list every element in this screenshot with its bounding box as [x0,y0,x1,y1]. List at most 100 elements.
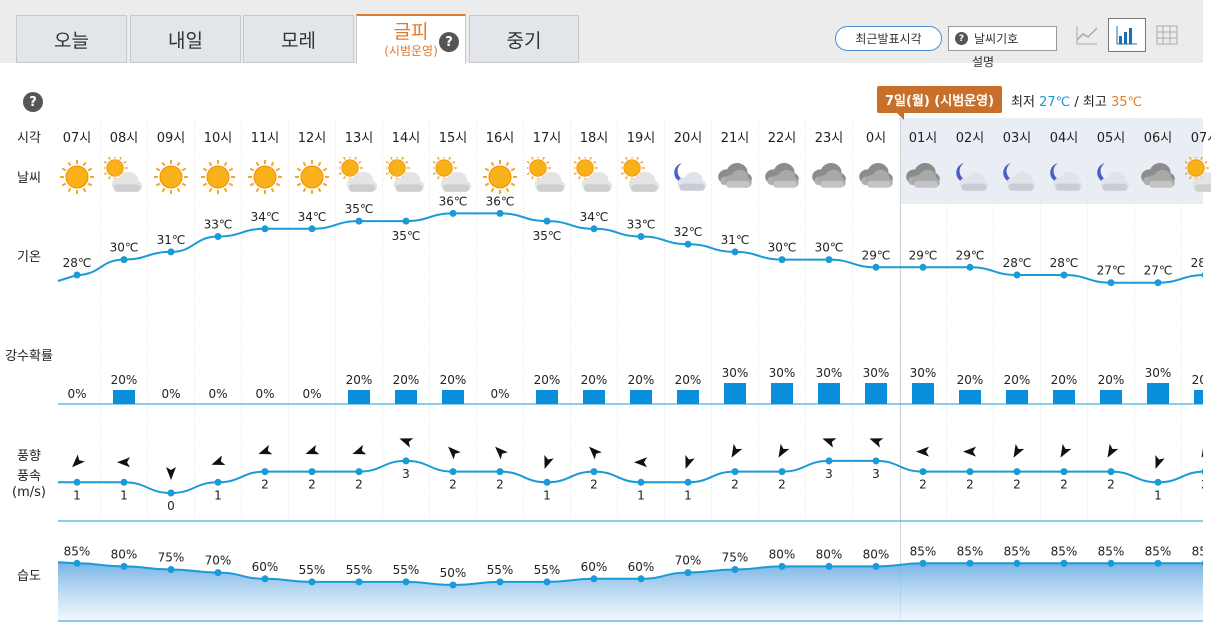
temperature-point [355,217,363,225]
hour-label: 13시 [344,131,374,146]
wind-speed-label: 1 [684,488,692,502]
hour-label: 05시 [1096,131,1126,146]
pop-label: 30% [1145,366,1172,380]
wind-direction-arrow [778,443,790,458]
humidity-point [308,578,316,586]
humidity-point [825,562,833,570]
wind-direction-arrow [1013,443,1025,458]
pop-bar [959,390,981,404]
temperature-point [1013,271,1021,279]
wind-point [1013,468,1021,476]
pop-label: 20% [393,373,420,387]
humidity-point [919,559,927,567]
temperature-point [1060,271,1068,279]
wind-speed-label: 2 [1013,478,1021,492]
temperature-point [496,209,504,217]
humidity-point [1013,559,1021,567]
humidity-point [449,581,457,589]
weather-symbol-button[interactable]: ? 날씨기호 [948,26,1057,51]
hour-label: 07시 [62,131,92,146]
wind-direction-arrow [731,443,743,458]
temperature-label: 30℃ [815,241,844,255]
wind-speed-label: 2 [590,478,598,492]
sun-icon [480,157,520,197]
help-icon[interactable]: ? [23,92,43,112]
humidity-label: 55% [346,563,373,577]
cloud-icon [762,157,802,197]
humidity-label: 55% [299,563,326,577]
temperature-point [167,248,175,256]
hour-label: 01시 [908,131,938,146]
tab-third-day[interactable]: 글피 (시범운영) ? [356,14,466,64]
pop-label: 20% [1004,373,1031,387]
humidity-area [58,562,1203,621]
hour-label: 09시 [156,131,186,146]
temperature-label: 36℃ [486,194,515,208]
pop-bar [912,383,934,404]
hour-label: 11시 [250,131,280,146]
temperature-label: 28℃ [1050,256,1079,270]
pop-label: 20% [628,373,655,387]
tab-midterm[interactable]: 중기 [469,15,579,63]
humidity-point [1201,560,1203,567]
pop-bar [1100,390,1122,404]
sep: / [1074,95,1079,110]
humidity-label: 60% [628,560,655,574]
max-temp: 35℃ [1110,95,1143,110]
hour-label: 23시 [814,131,844,146]
wind-speed-label: 0 [167,499,175,513]
pop-label: 0% [255,387,274,401]
humidity-point [261,575,269,583]
humidity-point [778,562,786,570]
temperature-point [449,209,457,217]
humidity-label: 85% [957,544,984,558]
pop-label: 20% [440,373,467,387]
tab-help-icon[interactable]: ? [439,32,459,52]
hour-label: 06시 [1143,131,1173,146]
wind-line [58,459,1203,495]
sun-cloud-icon [525,155,567,197]
bar-view-icon[interactable] [1108,18,1146,52]
tab-today[interactable]: 오늘 [16,15,127,63]
wind-direction-arrow [166,467,176,480]
tab-tomorrow[interactable]: 내일 [130,15,241,63]
wind-speed-label: 2 [355,478,363,492]
pop-label: 30% [910,366,937,380]
cloud-icon [715,157,755,197]
humidity-point [590,575,598,583]
humidity-label: 55% [534,563,561,577]
pop-label: 0% [161,387,180,401]
pop-bar [677,390,699,404]
latest-release-button[interactable]: 최근발표시각 [835,26,942,51]
help-icon: ? [955,32,968,45]
wind-point [402,457,410,465]
table-view-icon[interactable] [1148,18,1186,52]
temperature-point [73,271,81,279]
wind-point [120,478,128,486]
hour-label: 08시 [109,131,139,146]
wind-direction-arrow [305,444,320,455]
temperature-point [966,263,974,271]
hour-label: 14시 [391,131,421,146]
temperature-point [120,256,128,264]
sun-cloud-icon [619,155,661,197]
temperature-label: 31℃ [721,233,750,247]
wind-direction-arrow [399,438,414,448]
pop-bar [724,383,746,404]
wind-point [73,478,81,486]
temperature-point [308,225,316,233]
humidity-label: 60% [252,560,279,574]
temperature-label: 36℃ [439,194,468,208]
temperature-label: 34℃ [251,210,280,224]
pop-label: 20% [534,373,561,387]
wind-speed-label: 2 [778,478,786,492]
wind-direction-arrow [352,444,367,455]
sun-cloud-icon [102,155,144,197]
humidity-label: 55% [393,563,420,577]
temperature-label: 35℃ [533,229,562,243]
graph-view-icon[interactable] [1068,18,1106,52]
tab-day-after[interactable]: 모레 [243,15,354,63]
humidity-point [73,559,81,567]
pop-bar [113,390,135,404]
